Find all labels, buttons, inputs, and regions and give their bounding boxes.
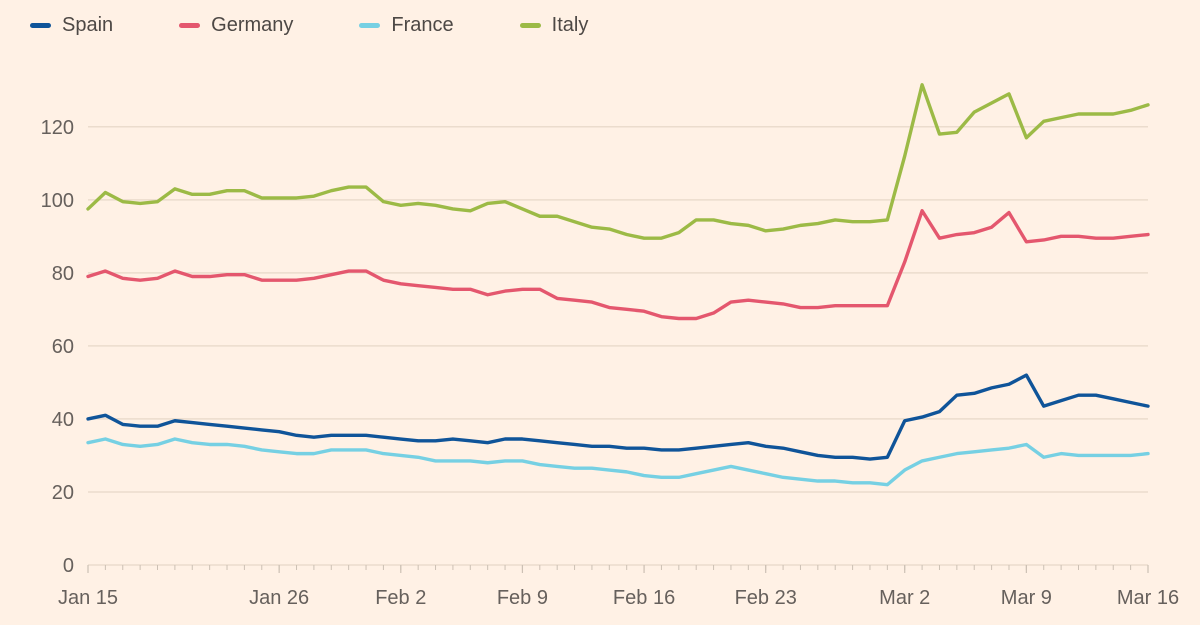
y-tick-label: 20 [52, 482, 74, 504]
legend-label: Spain [62, 14, 114, 36]
y-tick-label: 60 [52, 336, 74, 358]
series-line-germany [86, 209, 1150, 321]
legend-label: France [391, 14, 454, 36]
legend-swatch-spain [30, 22, 51, 28]
y-tick-label: 100 [41, 190, 74, 212]
y-tick-label: 80 [52, 263, 74, 285]
legend-item-france: France [359, 14, 454, 36]
x-tick-label: Mar 2 [879, 587, 930, 609]
chart-legend: Spain Germany France Italy [30, 15, 588, 35]
x-tick-label: Feb 9 [497, 587, 548, 609]
series-line-france [86, 437, 1150, 487]
x-tick-label: Jan 26 [249, 587, 309, 609]
x-tick-label: Feb 23 [735, 587, 797, 609]
legend-label: Italy [551, 14, 589, 36]
x-tick-label: Mar 9 [1001, 587, 1052, 609]
legend-item-spain: Spain [30, 15, 113, 35]
x-tick-label: Jan 15 [58, 587, 118, 609]
y-tick-label: 40 [52, 409, 74, 431]
legend-item-germany: Germany [179, 15, 293, 35]
legend-swatch-germany [179, 22, 201, 28]
series-line-spain [86, 373, 1150, 461]
x-tick-label: Mar 16 [1117, 587, 1179, 609]
y-tick-label: 0 [63, 555, 74, 577]
x-tick-label: Feb 16 [613, 587, 675, 609]
series-line-italy [86, 83, 1150, 240]
legend-item-italy: Italy [519, 14, 589, 36]
legend-swatch-france [359, 22, 381, 28]
legend-label: Germany [211, 14, 294, 36]
x-tick-label: Feb 2 [375, 587, 426, 609]
y-tick-label: 120 [41, 117, 74, 139]
legend-swatch-italy [519, 22, 541, 28]
